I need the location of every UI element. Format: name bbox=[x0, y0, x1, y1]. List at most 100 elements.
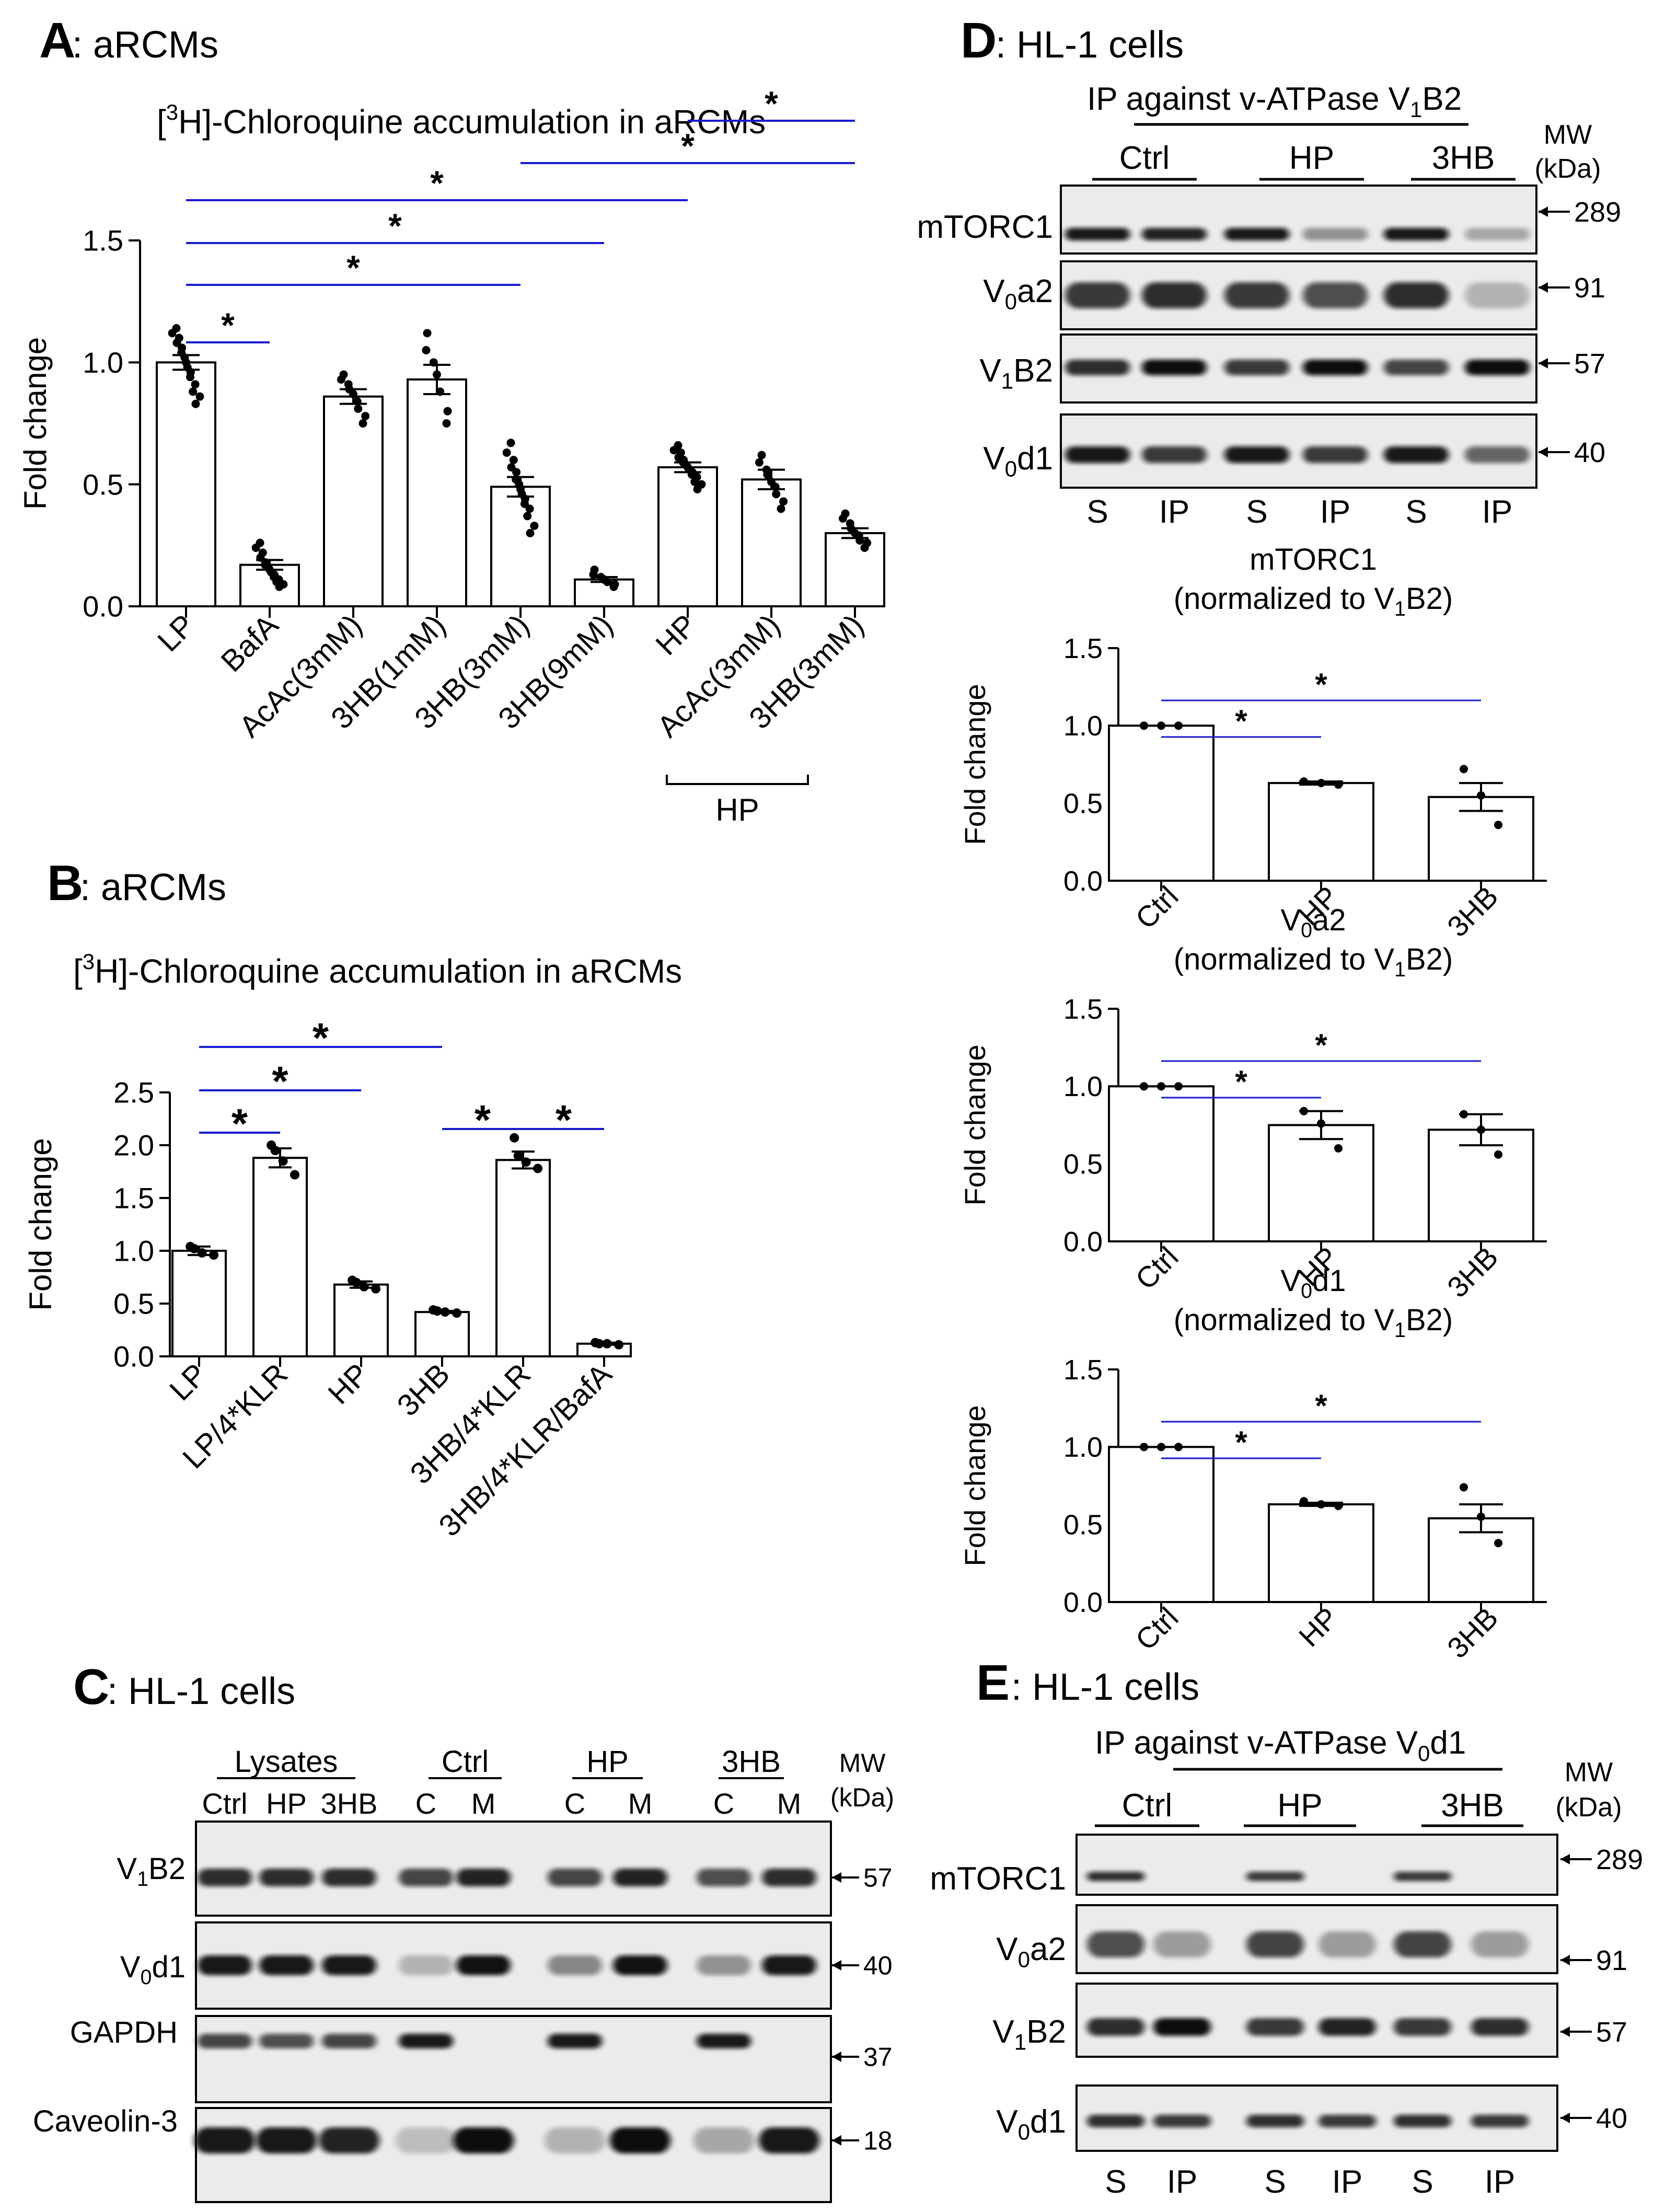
data-point bbox=[1334, 780, 1343, 789]
data-point bbox=[209, 1250, 219, 1260]
band bbox=[1065, 446, 1130, 463]
panel-c-blot: Lysates Ctrl HP 3HB Ctrl HP 3HB C M C M C M MW (kDa) V1… bbox=[33, 1745, 894, 2203]
y-axis-label: Fold change bbox=[23, 1138, 58, 1310]
data-point bbox=[359, 1282, 369, 1292]
data-point bbox=[1477, 791, 1485, 800]
data-point bbox=[443, 407, 452, 416]
panel-d-chart-0: mTORC1 (normalized to V1B2) 0.0 0.5 1.0 1.5 Fo… bbox=[958, 543, 1547, 943]
bar-1 bbox=[1268, 1124, 1374, 1242]
bar-1 bbox=[1268, 782, 1374, 882]
band bbox=[1142, 446, 1207, 463]
band bbox=[697, 1955, 751, 1975]
data-point bbox=[777, 504, 785, 513]
x-tick-label: BafA bbox=[214, 608, 285, 678]
band bbox=[1087, 2018, 1144, 2036]
significance-star: * bbox=[346, 248, 360, 287]
band bbox=[1224, 446, 1289, 463]
band bbox=[259, 1955, 314, 1975]
mw-arrowhead bbox=[1539, 282, 1548, 293]
y-axis-label: Fold change bbox=[18, 337, 53, 510]
bar-6 bbox=[657, 466, 718, 607]
data-point bbox=[1157, 1443, 1165, 1451]
y-tick-label: 1.0 bbox=[1063, 710, 1103, 742]
data-point bbox=[275, 582, 284, 591]
lane-label: S bbox=[1246, 494, 1267, 530]
data-point bbox=[779, 497, 788, 506]
panel-e-ip-title: IP against v-ATPase V0d1 bbox=[1095, 1725, 1466, 1766]
x-tick-label: Ctrl bbox=[1129, 1601, 1184, 1656]
x-tick-label: 3HB bbox=[1441, 1240, 1505, 1304]
data-point bbox=[513, 1151, 523, 1161]
band bbox=[1153, 2018, 1211, 2036]
band bbox=[1246, 2115, 1304, 2127]
mw-arrowhead bbox=[1560, 2026, 1570, 2037]
data-point bbox=[1174, 721, 1183, 730]
blot-strip bbox=[1060, 260, 1537, 330]
chart-subtitle: (normalized to V1B2) bbox=[1174, 582, 1453, 620]
panel-b-heading: B : aRCMs bbox=[47, 855, 226, 911]
panel-c-label: : HL-1 cells bbox=[107, 1670, 295, 1712]
panel-b-title: [3H]-Chloroquine accumulation in aRCMs bbox=[73, 949, 682, 990]
data-point bbox=[1494, 1150, 1502, 1159]
panel-b-label: : aRCMs bbox=[80, 867, 226, 908]
lane-label: M bbox=[777, 1787, 802, 1820]
mw-arrowhead bbox=[1560, 2113, 1570, 2123]
data-point bbox=[523, 512, 532, 521]
data-point bbox=[1157, 721, 1165, 730]
blot-strip bbox=[1060, 333, 1537, 404]
y-tick-label: 2.5 bbox=[113, 1076, 154, 1109]
data-point bbox=[337, 375, 345, 384]
mw-arrowhead bbox=[1539, 358, 1548, 368]
band bbox=[1471, 1931, 1529, 1957]
panel-d-letter: D bbox=[961, 13, 997, 68]
mw-arrowhead bbox=[1560, 1854, 1570, 1864]
mw-arrowhead bbox=[832, 1960, 841, 1971]
panel-e-letter: E bbox=[976, 1655, 1010, 1711]
data-point bbox=[510, 1133, 519, 1143]
band bbox=[1087, 2115, 1144, 2127]
data-point bbox=[525, 504, 534, 513]
row-label: Caveolin-3 bbox=[33, 2104, 178, 2138]
x-tick-label: LP bbox=[163, 1357, 213, 1407]
data-point bbox=[526, 529, 535, 537]
panel-b-letter: B bbox=[47, 855, 83, 911]
data-point bbox=[763, 470, 772, 479]
band bbox=[1246, 1872, 1304, 1881]
row-label: V0d1 bbox=[120, 1950, 186, 1989]
mw-marker: 57 bbox=[1596, 2017, 1627, 2048]
group-label: Lysates bbox=[235, 1745, 338, 1779]
data-point bbox=[197, 1248, 207, 1258]
panel-d-chart-1: V0a2(normalized to V1B2) 0.0 0.5 1.0 1.5 Fold… bbox=[958, 903, 1547, 1304]
y-tick-label: 1.0 bbox=[113, 1235, 154, 1268]
group-bracket bbox=[666, 775, 809, 785]
mw-header: MW bbox=[1544, 120, 1592, 150]
y-tick-label: 0.5 bbox=[1063, 788, 1103, 820]
bar-3 bbox=[407, 378, 467, 607]
lane-label: C bbox=[415, 1787, 436, 1820]
lane-label: IP bbox=[1320, 494, 1351, 530]
data-point bbox=[361, 412, 370, 420]
data-point bbox=[1317, 779, 1325, 788]
data-point bbox=[1460, 1110, 1468, 1119]
chart-subtitle: (normalized to V1B2) bbox=[1174, 1303, 1453, 1342]
panel-d-ip-title: IP against v-ATPase V1B2 bbox=[1087, 81, 1462, 122]
data-point bbox=[506, 439, 515, 447]
chart-title: V0d1 bbox=[1280, 1264, 1346, 1303]
data-point bbox=[195, 392, 204, 401]
band bbox=[319, 2127, 379, 2153]
band bbox=[1394, 2018, 1451, 2036]
band bbox=[198, 1955, 252, 1975]
band bbox=[322, 1869, 376, 1886]
data-point bbox=[521, 1157, 531, 1167]
mw-arrowhead bbox=[1539, 447, 1548, 457]
y-tick-label: 1.5 bbox=[1063, 994, 1103, 1025]
y-tick-label: 1.5 bbox=[113, 1182, 154, 1215]
data-point bbox=[860, 544, 869, 552]
panel-a-letter: A bbox=[39, 13, 75, 68]
lane-label: S bbox=[1105, 2164, 1126, 2200]
data-point bbox=[1140, 1082, 1148, 1091]
lane-label: S bbox=[1264, 2164, 1286, 2200]
data-point bbox=[1334, 1144, 1343, 1153]
group-label: Ctrl bbox=[1119, 140, 1170, 176]
